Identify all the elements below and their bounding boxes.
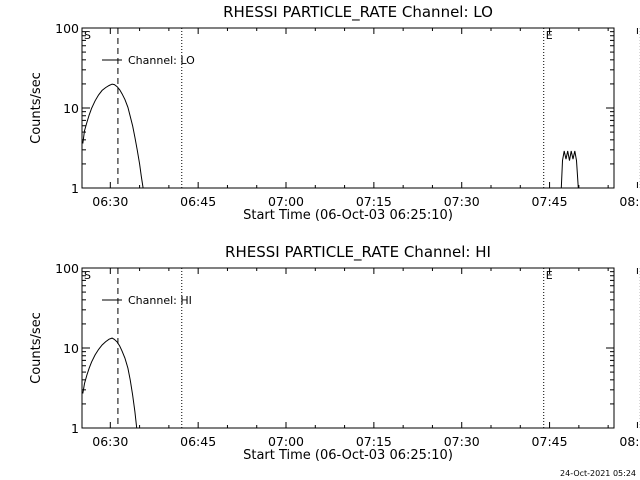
x-tick-label: 07:30 [444,434,480,449]
chart-title: RHESSI PARTICLE_RATE Channel: LO [223,3,493,22]
x-tick-label: 06:30 [92,194,128,209]
x-tick-label: 07:15 [356,434,392,449]
x-tick-label: 08:00 [619,194,640,209]
x-tick-label: 07:00 [268,434,304,449]
chart-title: RHESSI PARTICLE_RATE Channel: HI [225,243,491,262]
x-tick-label: 07:00 [268,194,304,209]
x-tick-label: 07:30 [444,194,480,209]
y-axis-label: Counts/sec [29,312,44,384]
x-tick-label: 06:45 [180,194,216,209]
plot-frame [81,27,615,189]
x-tick-label: 06:45 [180,434,216,449]
y-tick-label: 100 [55,21,79,36]
y-tick-label: 10 [63,341,79,356]
series-line [82,83,144,189]
marker-label: S [84,269,91,282]
series-line [560,150,579,189]
x-tick-label: 07:45 [532,194,568,209]
footer-timestamp: 24-Oct-2021 05:24 [560,469,636,478]
marker-label: S [84,29,91,42]
marker-label: E [546,29,553,42]
legend-label: Channel: HI [128,294,192,307]
x-axis-label: Start Time (06-Oct-03 06:25:10) [243,448,453,463]
x-axis-label: Start Time (06-Oct-03 06:25:10) [243,208,453,223]
y-tick-label: 1 [71,181,79,196]
x-tick-label: 08:00 [619,434,640,449]
x-tick-label: 07:15 [356,194,392,209]
x-tick-label: 06:30 [92,434,128,449]
series-line [82,337,138,429]
plot-frame [81,267,615,429]
marker-label: E [546,269,553,282]
y-tick-label: 10 [63,101,79,116]
y-tick-label: 1 [71,421,79,436]
x-tick-label: 07:45 [532,434,568,449]
legend-label: Channel: LO [128,54,195,67]
y-tick-label: 100 [55,261,79,276]
y-axis-label: Counts/sec [29,72,44,144]
